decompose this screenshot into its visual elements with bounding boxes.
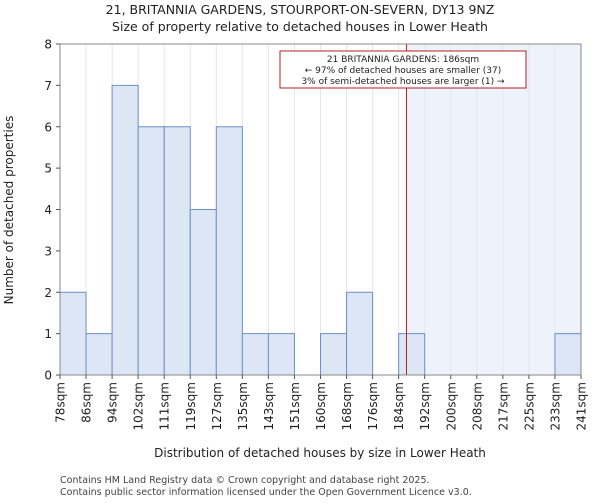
y-tick-label: 0 bbox=[44, 369, 52, 383]
bar-233sqm bbox=[554, 333, 582, 376]
bar-184sqm bbox=[398, 333, 426, 376]
x-tick-label: 184sqm bbox=[392, 382, 406, 430]
footer-line-2: Contains public sector information licen… bbox=[60, 487, 472, 498]
x-tick-label: 208sqm bbox=[470, 382, 484, 430]
x-tick-label: 225sqm bbox=[522, 382, 536, 430]
y-tick-label: 8 bbox=[44, 38, 52, 52]
x-tick-label: 102sqm bbox=[132, 382, 146, 430]
chart-subtitle: Size of property relative to detached ho… bbox=[112, 19, 488, 34]
x-tick-label: 94sqm bbox=[106, 382, 120, 423]
chart-title: 21, BRITANNIA GARDENS, STOURPORT-ON-SEVE… bbox=[106, 2, 495, 17]
x-tick-label: 78sqm bbox=[54, 382, 68, 423]
y-tick-label: 2 bbox=[44, 286, 52, 300]
x-tick-label: 176sqm bbox=[366, 382, 380, 430]
annotation-line-1: 21 BRITANNIA GARDENS: 186sqm bbox=[327, 55, 479, 65]
bar-102sqm bbox=[137, 126, 165, 376]
bar-78sqm bbox=[59, 291, 87, 376]
annotation-line-2: ← 97% of detached houses are smaller (37… bbox=[305, 66, 502, 76]
y-tick-label: 3 bbox=[44, 244, 52, 258]
x-tick-label: 151sqm bbox=[288, 382, 302, 430]
y-tick-label: 1 bbox=[44, 327, 52, 341]
x-tick-label: 127sqm bbox=[210, 382, 224, 430]
plot-area: 0 1 2 3 4 5 6 7 8 78sqm 86sqm 94sqm 102sqm 111sqm 119… bbox=[44, 38, 588, 431]
bar-127sqm bbox=[215, 126, 243, 376]
x-tick-label: 217sqm bbox=[496, 382, 510, 430]
x-tick-label: 160sqm bbox=[314, 382, 328, 430]
x-tick-label: 111sqm bbox=[158, 382, 172, 430]
bar-111sqm bbox=[163, 126, 191, 376]
x-tick-label: 168sqm bbox=[340, 382, 354, 430]
bar-119sqm bbox=[189, 209, 217, 376]
y-tick-label: 7 bbox=[44, 79, 52, 93]
x-tick-label: 143sqm bbox=[262, 382, 276, 430]
footer-line-1: Contains HM Land Registry data © Crown c… bbox=[60, 475, 430, 486]
y-axis-label: Number of detached properties bbox=[2, 116, 16, 305]
annotation-box: 21 BRITANNIA GARDENS: 186sqm ← 97% of de… bbox=[279, 50, 527, 89]
bars bbox=[59, 84, 582, 376]
x-tick-label: 192sqm bbox=[418, 382, 432, 430]
y-tick-label: 6 bbox=[44, 120, 52, 134]
x-tick-label: 200sqm bbox=[444, 382, 458, 430]
bar-135sqm bbox=[241, 333, 269, 376]
y-tick-label: 5 bbox=[44, 162, 52, 176]
bar-143sqm bbox=[267, 333, 295, 376]
x-tick-label: 233sqm bbox=[548, 382, 562, 430]
x-axis-label: Distribution of detached houses by size … bbox=[154, 446, 486, 460]
annotation-frame bbox=[279, 50, 527, 89]
bar-160sqm bbox=[320, 333, 348, 376]
y-axis-ticks: 0 1 2 3 4 5 6 7 8 bbox=[44, 38, 60, 383]
y-tick-label: 4 bbox=[44, 203, 52, 217]
x-axis-ticks: 78sqm 86sqm 94sqm 102sqm 111sqm 119sqm 127sqm 1… bbox=[54, 375, 589, 430]
x-tick-label: 86sqm bbox=[80, 382, 94, 423]
x-tick-label: 119sqm bbox=[184, 382, 198, 430]
bar-94sqm bbox=[111, 84, 139, 376]
x-tick-label: 135sqm bbox=[236, 382, 250, 430]
bar-168sqm bbox=[346, 291, 374, 376]
bar-86sqm bbox=[85, 333, 113, 376]
larger-region-shade bbox=[406, 44, 581, 375]
annotation-line-3: 3% of semi-detached houses are larger (1… bbox=[301, 77, 505, 87]
x-tick-label: 241sqm bbox=[575, 382, 589, 430]
